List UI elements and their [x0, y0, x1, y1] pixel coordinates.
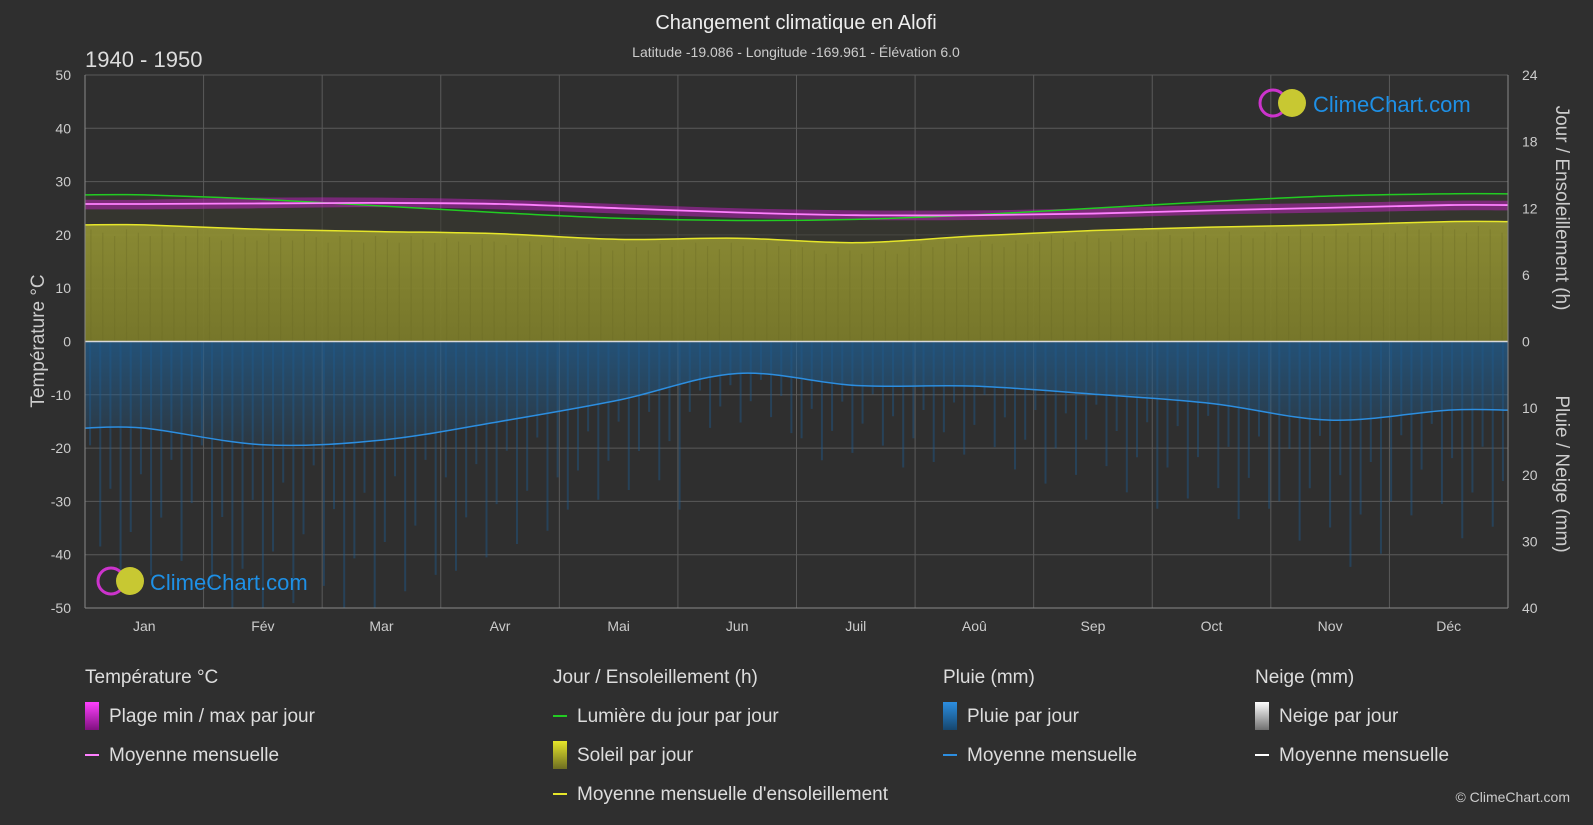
- x-tick-label: Déc: [1436, 618, 1461, 634]
- chart-title: Changement climatique en Alofi: [655, 12, 936, 34]
- logo-bottom-left[interactable]: ClimeChart.com: [96, 566, 308, 596]
- x-tick-label: Aoû: [962, 618, 987, 634]
- legend-item: Moyenne mensuelle: [967, 745, 1137, 766]
- axes: 50 40 30 20 10 0 -10 -20 -30 -40 -50 24 18 12 6 0 10 20 30…: [51, 67, 1538, 634]
- y-tick-right-bottom: 20: [1522, 467, 1538, 483]
- y-tick-left: 50: [55, 67, 71, 83]
- legend-swatch: [943, 702, 957, 730]
- y-tick-right-top: 18: [1522, 134, 1538, 150]
- period-label: 1940 - 1950: [85, 47, 202, 72]
- legend-heading: Température °C: [85, 667, 218, 688]
- x-tick-label: Fév: [251, 618, 274, 634]
- x-tick-label: Avr: [490, 618, 511, 634]
- x-tick-label: Nov: [1318, 618, 1343, 634]
- legend-item: Plage min / max par jour: [109, 706, 316, 727]
- legend-swatch: [85, 702, 99, 730]
- logo-top-right[interactable]: ClimeChart.com: [1258, 88, 1471, 118]
- x-tick-label: Mai: [607, 618, 630, 634]
- y-tick-right-bottom: 40: [1522, 600, 1538, 616]
- legend-heading: Jour / Ensoleillement (h): [553, 667, 758, 688]
- sunshine-mean-line: [85, 220, 1508, 244]
- y-tick-left: 40: [55, 120, 71, 136]
- y-axis-left-label: Température °C: [28, 274, 49, 407]
- legend-item: Moyenne mensuelle: [1279, 745, 1449, 766]
- rain-area: [85, 341, 1508, 446]
- y-tick-left: -50: [51, 600, 71, 616]
- y-tick-right-top: 0: [1522, 334, 1530, 350]
- legend-item: Moyenne mensuelle d'ensoleillement: [577, 784, 889, 805]
- temperature-mean-line: [85, 202, 1508, 217]
- y-tick-left: -20: [51, 440, 71, 456]
- y-tick-left: -30: [51, 493, 71, 509]
- legend-item: Neige par jour: [1279, 706, 1399, 727]
- chart-subtitle: Latitude -19.086 - Longitude -169.961 - …: [632, 44, 960, 60]
- logo-sun-icon: [1278, 89, 1306, 117]
- legend-swatch: [553, 741, 567, 769]
- y-axis-right-bottom-label: Pluie / Neige (mm): [1551, 395, 1572, 552]
- y-tick-right-top: 24: [1522, 67, 1538, 83]
- x-tick-label: Jun: [726, 618, 749, 634]
- y-tick-right-bottom: 10: [1522, 400, 1538, 416]
- daylight-line: [85, 192, 1508, 222]
- daylight-gap-area: [85, 193, 1508, 243]
- x-tick-label: Jan: [133, 618, 156, 634]
- legend-heading: Pluie (mm): [943, 667, 1035, 688]
- y-tick-left: 20: [55, 227, 71, 243]
- x-tick-label: Oct: [1201, 618, 1223, 634]
- y-tick-left: -10: [51, 387, 71, 403]
- rain-mean-line: [85, 372, 1508, 447]
- legend-swatch: [1255, 702, 1269, 730]
- legend-item: Lumière du jour par jour: [577, 706, 779, 727]
- x-tick-label: Sep: [1080, 618, 1105, 634]
- legend: Température °C Plage min / max par jour Mo…: [85, 667, 1449, 805]
- data-layer: [85, 192, 1508, 608]
- y-axis-right-top-label: Jour / Ensoleillement (h): [1551, 106, 1572, 311]
- y-tick-left: 10: [55, 280, 71, 296]
- y-tick-left: -40: [51, 547, 71, 563]
- sunshine-area: [85, 221, 1508, 342]
- y-tick-right-top: 6: [1522, 267, 1530, 283]
- y-tick-left: 0: [63, 334, 71, 350]
- y-tick-right-bottom: 30: [1522, 533, 1538, 549]
- y-tick-right-top: 12: [1522, 200, 1538, 216]
- legend-item: Pluie par jour: [967, 706, 1080, 727]
- logo-sun-icon: [116, 567, 144, 595]
- logo-text: ClimeChart.com: [1313, 92, 1471, 117]
- legend-item: Soleil par jour: [577, 745, 694, 766]
- y-tick-left: 30: [55, 174, 71, 190]
- logo-text: ClimeChart.com: [150, 570, 308, 595]
- legend-heading: Neige (mm): [1255, 667, 1354, 688]
- x-tick-label: Juil: [845, 618, 866, 634]
- legend-item: Moyenne mensuelle: [109, 745, 279, 766]
- copyright: © ClimeChart.com: [1455, 789, 1570, 805]
- x-tick-label: Mar: [369, 618, 393, 634]
